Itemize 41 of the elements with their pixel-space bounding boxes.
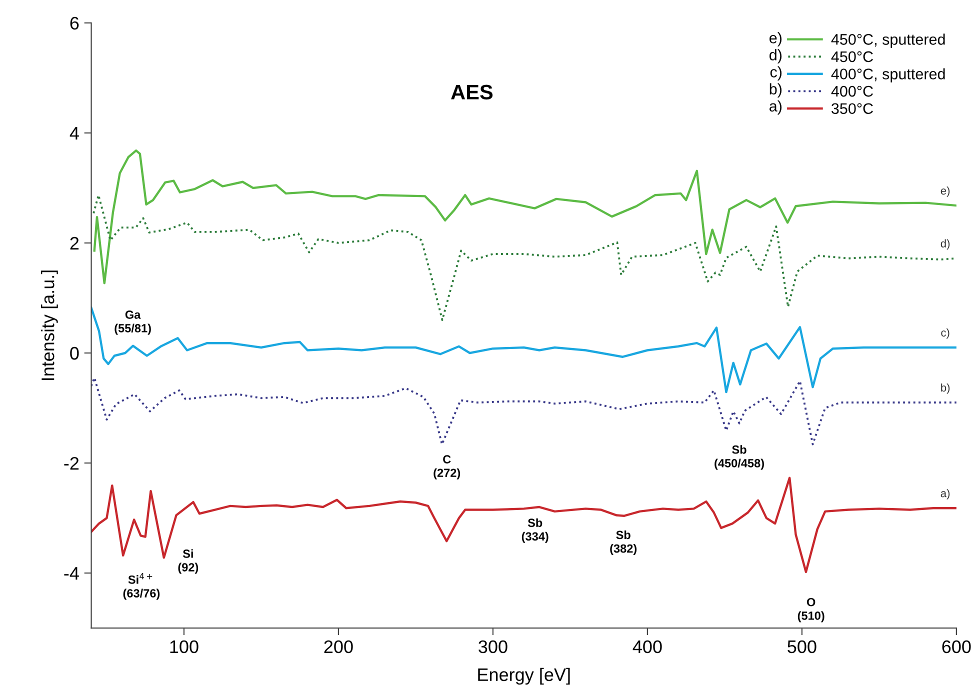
- text: AES: [451, 84, 493, 100]
- annotation: c): [941, 328, 950, 339]
- text: d): [770, 49, 782, 64]
- y-tick-label: 2: [70, 236, 79, 250]
- annotation: Ga (55/81): [114, 310, 151, 335]
- x-tick-label: 200: [324, 640, 353, 654]
- y-tick-label: -4: [64, 567, 79, 580]
- text: a): [770, 100, 782, 115]
- x-tick-label: 500: [788, 640, 816, 654]
- x-tick-label: 100: [170, 640, 198, 654]
- line-series: [93, 149, 956, 284]
- y-tick-label: -2: [64, 456, 79, 470]
- legend-label: 450°C: [831, 51, 873, 62]
- y-tick-label: 6: [70, 16, 79, 30]
- line-series: [91, 376, 956, 446]
- annotation: C (272): [434, 455, 460, 480]
- annotation: Si$^{4+}$ (63/76): [123, 573, 160, 600]
- x-axis-title: Energy [eV]: [478, 668, 570, 685]
- annotation: e): [940, 186, 950, 197]
- annotation: Sb (382): [610, 530, 637, 556]
- y-axis-title: Intensity [a.u.]: [41, 270, 58, 380]
- text: c): [770, 66, 782, 80]
- annotation: b): [941, 383, 950, 394]
- legend-label: 400°C, sputtered: [831, 68, 945, 82]
- x-tick-label: 600: [942, 640, 971, 654]
- x-tick-label: 400: [632, 640, 662, 654]
- y-tick-label: 4: [70, 127, 79, 140]
- annotation: a): [940, 489, 950, 500]
- annotation: Sb (334): [522, 518, 548, 543]
- annotation: Si (92): [178, 549, 198, 574]
- y-tick-label: 0: [70, 346, 79, 360]
- annotation: O (510): [798, 598, 824, 622]
- text: b): [770, 83, 782, 98]
- legend-label: 350°C: [832, 103, 873, 114]
- legend-label: 450°C, sputtered: [831, 34, 945, 48]
- text: e): [770, 32, 782, 46]
- annotation: d): [940, 239, 950, 250]
- legend-label: 400°C: [831, 86, 873, 97]
- x-tick-label: 300: [478, 640, 508, 654]
- line-series: [91, 306, 956, 394]
- annotation: Sb (450/458): [714, 445, 764, 470]
